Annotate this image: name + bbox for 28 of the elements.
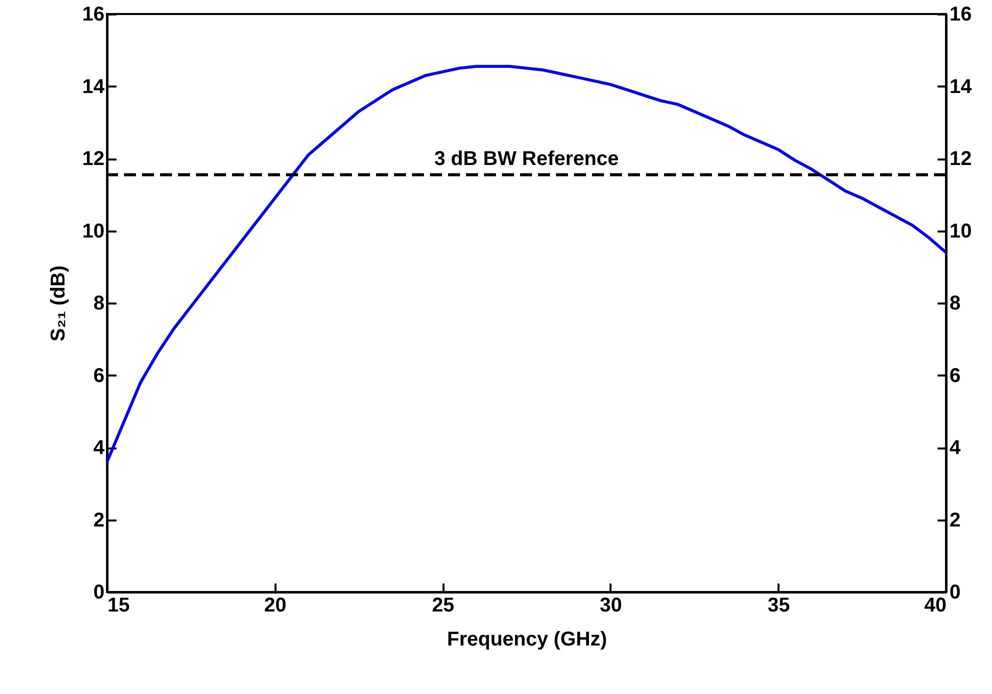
y-tick-label: 4 (93, 437, 106, 459)
y-tick-label: 14 (82, 76, 106, 98)
ref-line-label: 3 dB BW Reference (434, 148, 619, 170)
y-tick-label: 2 (93, 509, 104, 532)
y-tick-label: 10 (82, 220, 104, 242)
x-tick-label: 25 (432, 594, 454, 616)
y2-tick-label: 8 (950, 292, 961, 314)
x-tick-label: 35 (768, 594, 790, 616)
y2-tick-label: 4 (950, 437, 962, 459)
y-tick-label: 8 (93, 292, 104, 314)
y2-tick-label: 6 (950, 364, 961, 387)
x-tick-label: 40 (924, 594, 946, 616)
y2-tick-label: 16 (950, 4, 972, 26)
x-tick-label: 30 (600, 594, 622, 616)
y-tick-label: 12 (82, 148, 104, 170)
x-tick-label: 20 (264, 594, 286, 616)
y-tick-label: 16 (82, 4, 104, 26)
y-axis-title: S₂₁ (dB) (47, 265, 70, 342)
y2-tick-label: 0 (950, 582, 961, 604)
x-axis-title: Frequency (GHz) (446, 628, 608, 650)
y2-tick-label: 14 (950, 76, 973, 98)
line-series (107, 64, 946, 464)
y-tick-label: 0 (93, 582, 104, 604)
y2-tick-label: 2 (950, 509, 961, 532)
y-tick-label: 6 (93, 364, 104, 387)
x-tick-label: 15 (108, 594, 130, 616)
y2-tick-label: 10 (950, 220, 972, 242)
y2-tick-label: 12 (950, 148, 972, 170)
